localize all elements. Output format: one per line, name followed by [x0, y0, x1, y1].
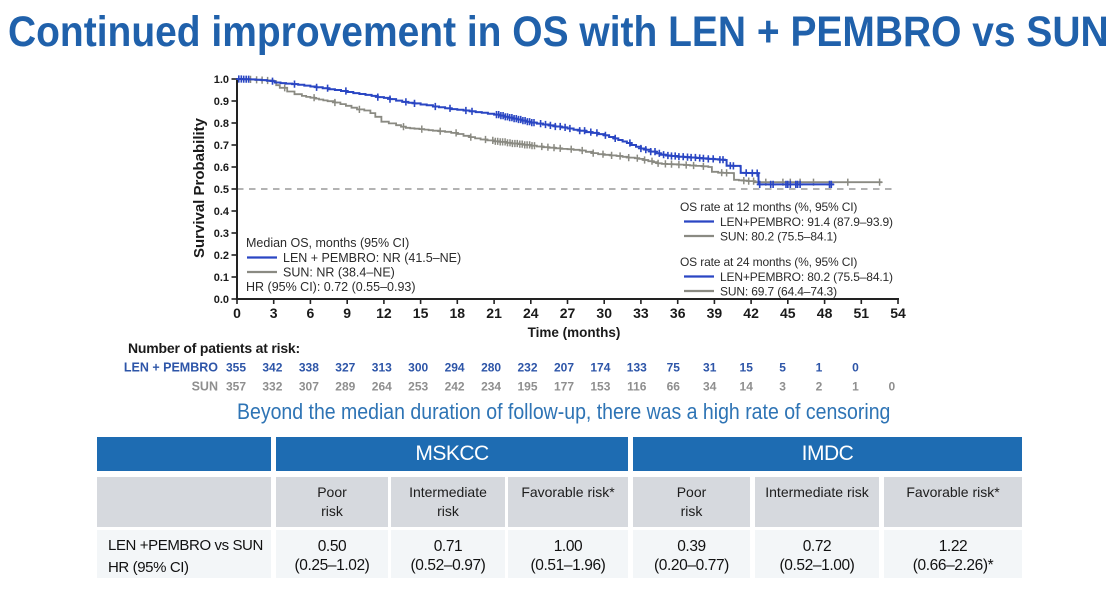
svg-text:0.3: 0.3	[214, 228, 229, 240]
svg-text:14: 14	[740, 380, 754, 394]
svg-text:LEN+PEMBRO: 80.2 (75.5–84.1): LEN+PEMBRO: 80.2 (75.5–84.1)	[720, 270, 893, 284]
svg-text:48: 48	[817, 305, 833, 321]
svg-text:OS rate at 24 months (%, 95% C: OS rate at 24 months (%, 95% CI)	[680, 255, 857, 269]
svg-text:9: 9	[343, 305, 351, 321]
svg-text:21: 21	[486, 305, 502, 321]
svg-text:133: 133	[627, 361, 647, 375]
svg-text:33: 33	[633, 305, 649, 321]
svg-text:0.1: 0.1	[214, 272, 229, 284]
svg-text:355: 355	[226, 361, 246, 375]
svg-text:0: 0	[889, 380, 896, 394]
svg-text:289: 289	[335, 380, 355, 394]
svg-text:0.0: 0.0	[214, 294, 229, 306]
svg-text:264: 264	[372, 380, 392, 394]
svg-text:5: 5	[779, 361, 786, 375]
svg-text:195: 195	[517, 380, 537, 394]
svg-text:31: 31	[703, 361, 717, 375]
svg-text:3: 3	[779, 380, 786, 394]
svg-text:174: 174	[590, 361, 610, 375]
svg-text:327: 327	[335, 361, 355, 375]
svg-text:SUN: SUN	[192, 380, 218, 394]
svg-text:15: 15	[413, 305, 429, 321]
svg-text:54: 54	[890, 305, 906, 321]
svg-text:42: 42	[743, 305, 759, 321]
svg-text:0.5: 0.5	[214, 184, 229, 196]
svg-text:27: 27	[560, 305, 576, 321]
svg-text:75: 75	[667, 361, 681, 375]
svg-text:0.9: 0.9	[214, 96, 229, 108]
svg-text:1.0: 1.0	[214, 74, 229, 86]
svg-text:234: 234	[481, 380, 501, 394]
svg-text:30: 30	[596, 305, 612, 321]
svg-text:Time (months): Time (months)	[528, 325, 621, 340]
svg-text:24: 24	[523, 305, 539, 321]
svg-text:357: 357	[226, 380, 246, 394]
svg-text:0.4: 0.4	[214, 206, 230, 218]
svg-text:SUN: 69.7 (64.4–74.3): SUN: 69.7 (64.4–74.3)	[720, 285, 837, 299]
svg-text:18: 18	[450, 305, 466, 321]
svg-text:280: 280	[481, 361, 501, 375]
svg-text:1: 1	[852, 380, 859, 394]
svg-text:66: 66	[667, 380, 681, 394]
svg-text:294: 294	[445, 361, 465, 375]
svg-text:342: 342	[262, 361, 282, 375]
svg-text:15: 15	[740, 361, 754, 375]
svg-text:0.2: 0.2	[214, 250, 229, 262]
svg-text:Median OS, months (95% CI): Median OS, months (95% CI)	[246, 236, 409, 250]
svg-text:3: 3	[270, 305, 278, 321]
svg-text:232: 232	[517, 361, 537, 375]
svg-text:313: 313	[372, 361, 392, 375]
svg-text:39: 39	[707, 305, 723, 321]
svg-text:300: 300	[408, 361, 428, 375]
svg-text:Survival Probability: Survival Probability	[191, 117, 208, 258]
svg-text:338: 338	[299, 361, 319, 375]
svg-text:177: 177	[554, 380, 574, 394]
svg-text:45: 45	[780, 305, 796, 321]
svg-text:207: 207	[554, 361, 574, 375]
svg-text:253: 253	[408, 380, 428, 394]
svg-text:153: 153	[590, 380, 610, 394]
svg-text:0.6: 0.6	[214, 162, 229, 174]
svg-text:1: 1	[816, 361, 823, 375]
svg-text:116: 116	[627, 380, 647, 394]
svg-text:0.8: 0.8	[214, 118, 229, 130]
svg-text:332: 332	[262, 380, 282, 394]
svg-text:LEN+PEMBRO: 91.4 (87.9–93.9): LEN+PEMBRO: 91.4 (87.9–93.9)	[720, 215, 893, 229]
svg-text:LEN + PEMBRO: LEN + PEMBRO	[124, 361, 218, 375]
svg-text:34: 34	[703, 380, 717, 394]
svg-text:2: 2	[816, 380, 823, 394]
svg-text:0.7: 0.7	[214, 140, 229, 152]
svg-text:36: 36	[670, 305, 686, 321]
svg-text:HR (95% CI): 0.72 (0.55–0.93): HR (95% CI): 0.72 (0.55–0.93)	[246, 280, 416, 294]
svg-text:Number of patients at risk:: Number of patients at risk:	[128, 340, 300, 356]
svg-text:0: 0	[852, 361, 859, 375]
svg-text:SUN: NR (38.4–NE): SUN: NR (38.4–NE)	[283, 266, 395, 280]
svg-text:12: 12	[376, 305, 392, 321]
svg-text:SUN: 80.2 (75.5–84.1): SUN: 80.2 (75.5–84.1)	[720, 230, 837, 244]
svg-text:OS rate at 12 months (%, 95% C: OS rate at 12 months (%, 95% CI)	[680, 200, 857, 214]
svg-text:51: 51	[854, 305, 870, 321]
svg-text:0: 0	[233, 305, 241, 321]
svg-text:6: 6	[307, 305, 315, 321]
svg-text:LEN + PEMBRO: NR (41.5–NE): LEN + PEMBRO: NR (41.5–NE)	[283, 251, 461, 265]
svg-text:242: 242	[445, 380, 465, 394]
svg-text:307: 307	[299, 380, 319, 394]
